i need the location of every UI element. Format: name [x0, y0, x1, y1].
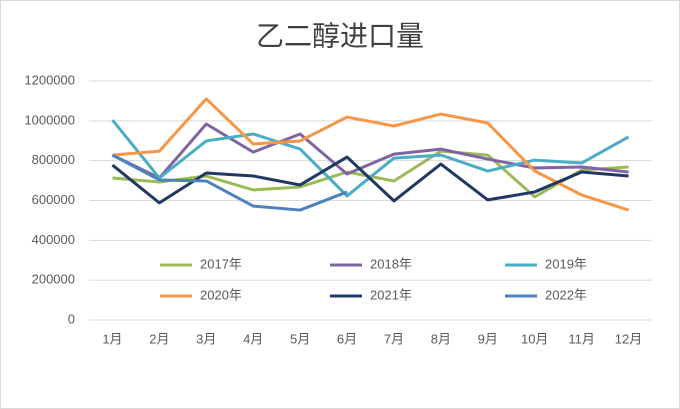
legend-label: 2019年 [545, 256, 587, 271]
x-tick-label: 2月 [149, 331, 169, 346]
x-tick-label: 1月 [102, 331, 122, 346]
series-line [111, 122, 629, 180]
x-tick-label: 5月 [290, 331, 310, 346]
x-tick-label: 3月 [196, 331, 216, 346]
y-tick-label: 0 [68, 311, 75, 326]
legend-label: 2017年 [200, 256, 242, 271]
legend-label: 2018年 [370, 256, 412, 271]
y-tick-label: 600000 [32, 192, 75, 207]
series-line [111, 153, 348, 212]
x-tick-label: 7月 [384, 331, 404, 346]
x-tick-label: 8月 [431, 331, 451, 346]
x-tick-label: 6月 [337, 331, 357, 346]
x-tick-label: 4月 [243, 331, 263, 346]
legend-label: 2021年 [370, 287, 412, 302]
series-line [112, 97, 630, 212]
x-tick-label: 11月 [568, 331, 595, 346]
x-tick-label: 10月 [521, 331, 548, 346]
x-tick-label: 12月 [615, 331, 642, 346]
x-tick-label: 9月 [478, 331, 498, 346]
y-tick-label: 1000000 [24, 112, 75, 127]
series-line [111, 155, 629, 205]
y-tick-label: 1200000 [24, 72, 75, 87]
chart-title: 乙二醇进口量 [256, 20, 424, 51]
legend-label: 2020年 [200, 287, 242, 302]
y-tick-label: 200000 [32, 272, 75, 287]
y-tick-label: 400000 [32, 232, 75, 247]
legend-label: 2022年 [545, 287, 587, 302]
y-tick-label: 800000 [32, 152, 75, 167]
